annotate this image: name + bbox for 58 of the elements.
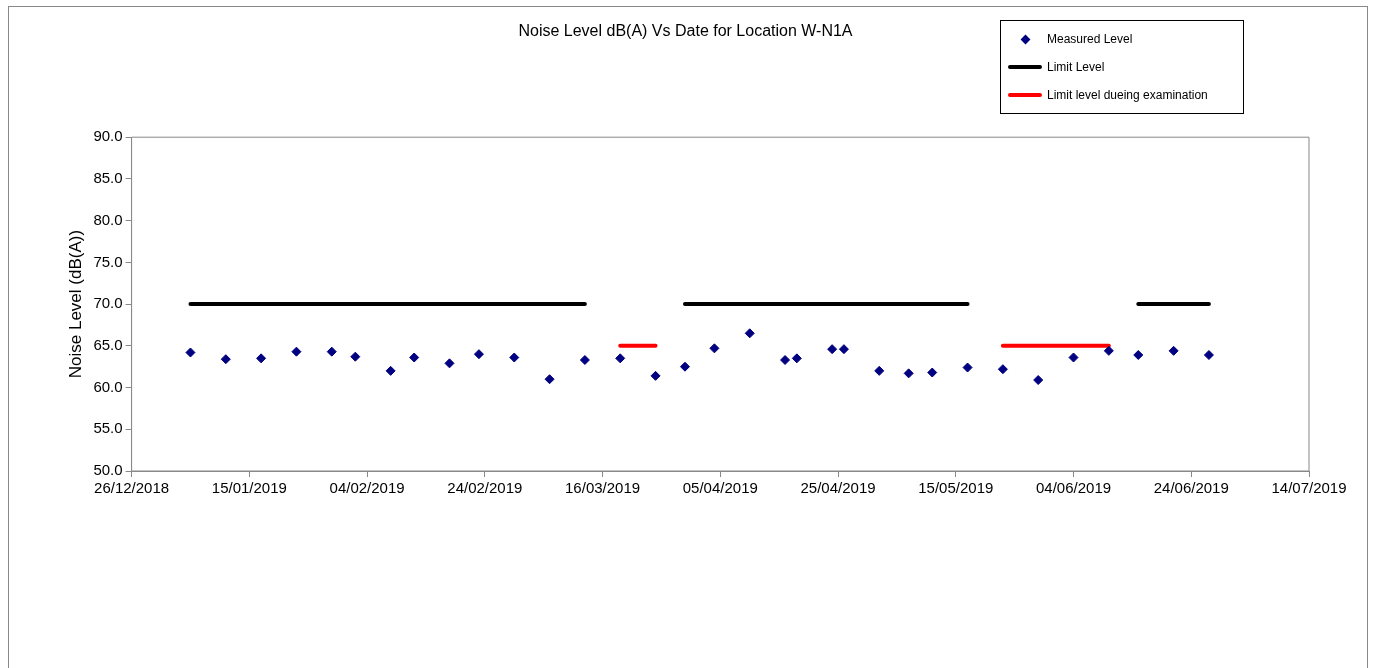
point (1133, 350, 1144, 361)
y-axis-title: Noise Level (dB(A)) (65, 229, 85, 379)
x-tick-label: 05/04/2019 (682, 479, 758, 497)
point (509, 352, 520, 363)
legend-label: Limit Level (1047, 60, 1105, 74)
y-tick-label: 50.0 (93, 461, 123, 479)
point (903, 368, 914, 379)
x-tick-label: 04/02/2019 (329, 479, 405, 497)
point (473, 349, 484, 360)
point (791, 353, 802, 364)
y-tick-label: 75.0 (93, 252, 123, 270)
point (291, 346, 302, 357)
point (997, 364, 1008, 375)
y-tick-label: 70.0 (93, 294, 123, 312)
point (256, 353, 267, 364)
x-tick-label: 25/04/2019 (800, 479, 876, 497)
point (385, 365, 396, 376)
point (350, 351, 361, 362)
y-tick-label: 80.0 (93, 210, 123, 228)
x-tick-label: 04/06/2019 (1035, 479, 1112, 497)
x-tick-label: 16/03/2019 (565, 479, 641, 497)
point (709, 343, 720, 354)
y-tick-label: 60.0 (93, 377, 123, 395)
point (1203, 350, 1214, 361)
chart-title: Noise Level dB(A) Vs Date for Location W-N1A (518, 22, 853, 40)
y-tick-label: 55.0 (93, 419, 123, 437)
x-tick-label: 26/12/2018 (94, 479, 170, 497)
point (1033, 375, 1044, 386)
point (744, 328, 755, 339)
y-tick-label: 90.0 (93, 127, 123, 145)
x-tick-label: 24/06/2019 (1153, 479, 1229, 497)
point (838, 344, 849, 355)
point (780, 355, 791, 366)
x-tick-label: 24/02/2019 (447, 479, 523, 497)
point (579, 355, 590, 366)
point (409, 352, 420, 363)
point (927, 367, 938, 378)
point (1068, 352, 1079, 363)
point (874, 365, 885, 376)
point (544, 374, 555, 385)
point (444, 358, 455, 369)
y-tick-label: 65.0 (93, 335, 123, 353)
x-tick-label: 15/05/2019 (918, 479, 994, 497)
point (220, 354, 231, 365)
point (326, 346, 337, 357)
point (962, 362, 973, 373)
point (827, 344, 838, 355)
point (615, 353, 626, 364)
point (185, 347, 196, 358)
point (650, 370, 661, 381)
legend-label: Measured Level (1047, 32, 1133, 46)
x-tick-label: 15/01/2019 (211, 479, 287, 497)
point (1103, 345, 1114, 356)
x-tick-label: 14/07/2019 (1271, 479, 1347, 497)
legend-label: Limit level dueing examination (1047, 88, 1208, 102)
point (1168, 345, 1179, 356)
y-tick-label: 85.0 (93, 169, 123, 187)
point (679, 361, 690, 372)
